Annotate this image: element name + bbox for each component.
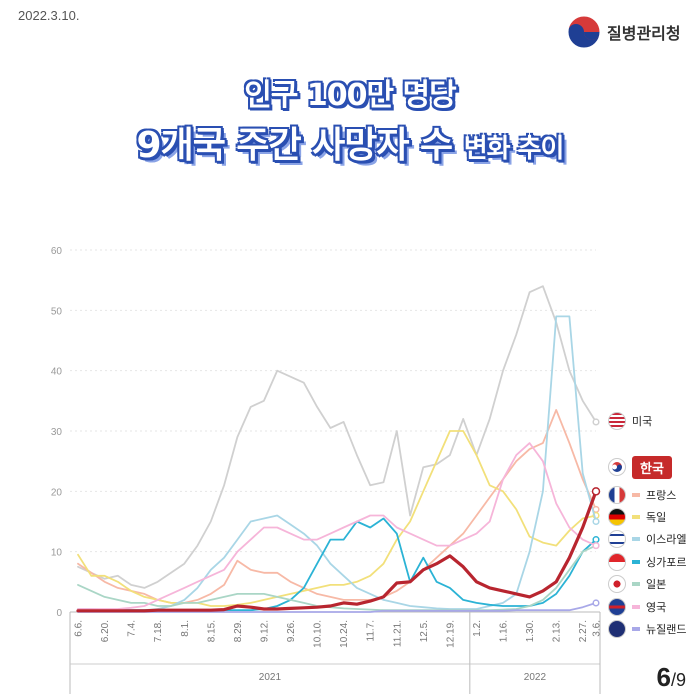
x-tick-label: 8.15. [206,620,217,642]
title-main: 9개국 주간 사망자 수 [136,125,454,166]
series-line-일본 [77,544,597,612]
legend-label: 한국 [632,455,672,479]
org-name: 질병관리청 [607,24,681,43]
y-tick-label: 30 [51,427,63,438]
x-tick-label: 1.2. [472,620,483,637]
legend-item: 일본 [608,573,666,595]
legend-item: 영국 [608,596,666,618]
x-tick-label: 1.16. [499,620,510,642]
page-indicator: 6/9 [657,662,686,693]
legend-item: 한국 [608,455,672,479]
flag-nz-icon [608,620,626,638]
flag-kr-icon [608,458,626,476]
x-tick-label: 7.18. [153,620,164,642]
report-date: 2022.3.10. [18,8,80,23]
x-tick-label: 2.27. [578,620,589,642]
series-line-싱가포르 [77,517,597,612]
flag-fr-icon [608,486,626,504]
flag-de-icon [608,508,626,526]
flag-gb-icon [608,598,626,616]
flag-il-icon [608,530,626,548]
legend-label: 싱가포르 [646,556,687,569]
flag-us-icon [608,412,626,430]
y-tick-label: 60 [51,246,63,257]
year-label: 2022 [524,672,547,683]
x-tick-label: 8.29. [233,620,244,642]
line-chart: 0 10 20 30 40 50 60 6.6. 6.20. 7.4. 7.18. 8.1. 8.15.… [51,246,603,694]
x-tick-label: 10.24. [339,620,350,648]
series-line-한국 [76,489,598,613]
legend-item: 싱가포르 [608,551,686,573]
taegeuk-logo-icon [567,15,601,49]
legend-label: 이스라엘 [646,533,687,546]
legend-label: 영국 [646,601,667,614]
legend-label: 일본 [646,578,667,591]
x-tick-label: 10.10. [313,620,324,648]
page-current: 6 [656,662,671,692]
x-tick-label: 6.6. [74,620,85,637]
series-line-이스라엘 [77,315,597,612]
x-tick-label: 11.7. [366,620,377,642]
title-line2: 9개국 주간 사망자 수 변화 추이 [0,116,700,168]
y-tick-label: 50 [51,306,63,317]
x-tick-label: 1.30. [525,620,536,642]
y-tick-label: 0 [56,608,62,619]
legend-label: 독일 [646,511,667,524]
flag-sg-icon [608,553,626,571]
legend-swatch [632,627,640,631]
series-line-미국 [77,285,597,589]
flag-jp-icon [608,575,626,593]
legend-item: 뉴질랜드 [608,618,686,640]
x-tick-label: 12.5. [419,620,430,642]
y-tick-label: 40 [51,367,63,378]
series-line-프랑스 [77,408,597,604]
x-tick-label: 9.26. [286,620,297,642]
legend-swatch [632,515,640,519]
series-end-point [592,418,600,426]
title-sub: 변화 추이 [463,134,565,164]
legend-item: 독일 [608,506,666,528]
x-tick-label: 2.13. [552,620,563,642]
legend-label: 미국 [632,415,653,428]
legend-item: 프랑스 [608,484,676,506]
series-line-뉴질랜드 [77,601,597,613]
series-line-독일 [77,430,597,607]
x-tick-label: 3.6. [592,620,603,637]
series-end-point [592,517,600,526]
legend-swatch [632,560,640,564]
legend-swatch [632,582,640,586]
series-end-point [591,487,601,496]
x-tick-label: 12.19. [445,620,456,648]
legend-item: 미국 [608,410,652,432]
series-end-point [592,599,600,607]
page-total: /9 [670,670,686,690]
x-tick-label: 7.4. [127,620,138,637]
series-end-point [592,536,600,544]
x-tick-label: 9.12. [259,620,270,642]
x-tick-label: 6.20. [100,620,111,642]
kdca-logo: 질병관리청 [567,15,681,49]
x-tick-label: 11.21. [392,620,403,647]
legend-swatch [632,493,640,497]
x-tick-label: 8.1. [180,620,191,637]
y-tick-label: 20 [51,487,63,498]
year-label: 2021 [259,672,282,683]
legend-swatch [632,537,640,541]
series-line-영국 [77,442,597,610]
series-end-point [592,542,600,550]
title-line1: 인구 100만 명당 [244,78,457,113]
legend-swatch [632,605,640,609]
legend-label: 뉴질랜드 [646,623,687,636]
legend-item: 이스라엘 [608,528,686,550]
legend-label: 프랑스 [646,489,677,502]
y-tick-label: 10 [51,548,63,559]
